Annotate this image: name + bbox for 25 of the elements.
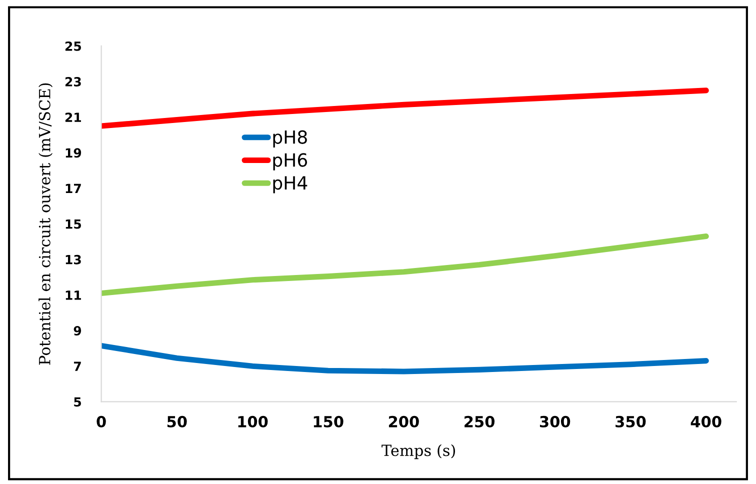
x-tick-label: 200 [388, 416, 419, 428]
legend-label: pH6 [273, 153, 308, 170]
y-tick-label: 19 [66, 148, 82, 158]
y-axis-title: Potentiel en circuit ouvert (mV/SCE) [38, 83, 53, 365]
y-tick-label: 25 [65, 41, 81, 51]
x-tick-label: 300 [540, 416, 570, 428]
y-tick-label: 21 [65, 112, 81, 122]
y-tick-label: 23 [65, 77, 81, 86]
x-tick-label: 50 [167, 416, 187, 428]
x-tick-label: 400 [690, 416, 722, 428]
y-tick-label: 7 [74, 362, 81, 371]
legend-label: pH8 [273, 130, 307, 148]
y-tick-label: 17 [66, 184, 81, 194]
y-tick-label: 5 [74, 397, 81, 407]
x-tick-label: 150 [314, 416, 344, 428]
x-tick-label: 250 [464, 416, 495, 428]
x-axis-title: Temps (s) [382, 444, 455, 460]
y-tick-label: 9 [74, 326, 82, 336]
y-tick-label: 13 [66, 254, 81, 264]
x-tick-label: 350 [616, 416, 646, 428]
legend-label: pH4 [273, 176, 308, 194]
y-tick-label: 11 [66, 290, 81, 300]
y-tick-label: 15 [66, 219, 81, 229]
x-tick-label: 100 [238, 416, 268, 428]
x-tick-label: 0 [96, 416, 106, 428]
